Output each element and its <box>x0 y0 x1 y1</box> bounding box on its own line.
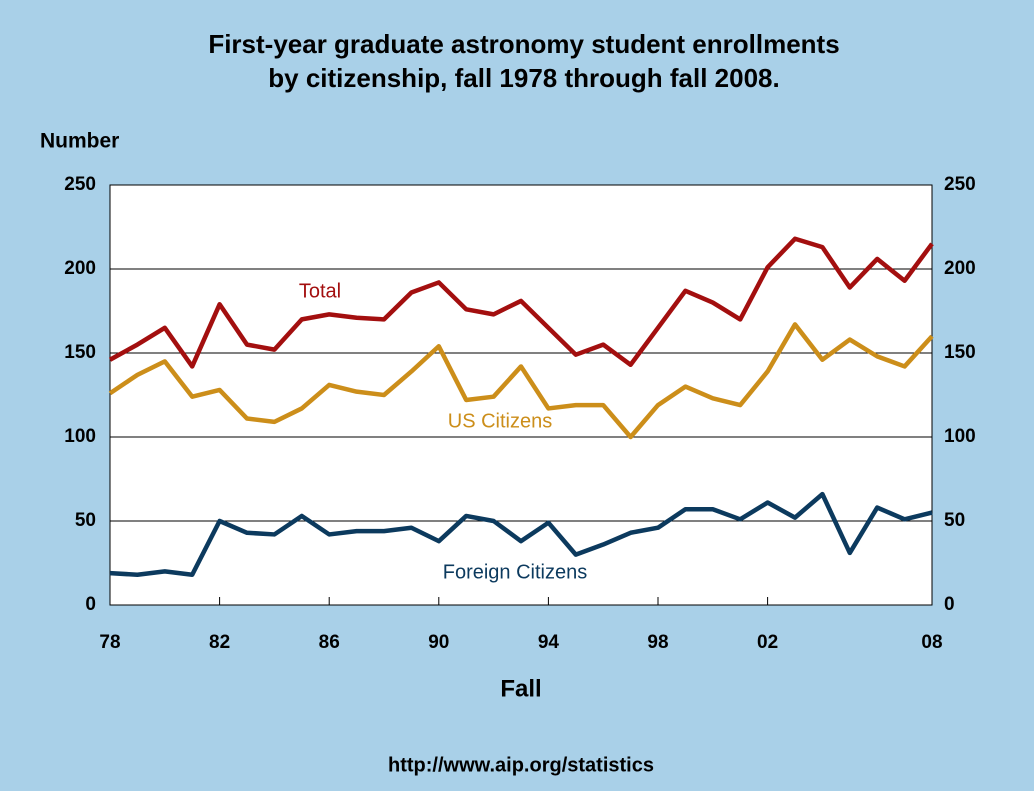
x-tick-label: 86 <box>319 632 340 653</box>
y-axis-label: Number <box>40 130 119 153</box>
y-tick-label: 50 <box>944 510 965 531</box>
plot-border <box>109 184 933 606</box>
x-tick-label: 94 <box>538 632 560 653</box>
y-tick-label: 150 <box>64 342 96 363</box>
y-tick-label: 250 <box>64 174 96 195</box>
series-line <box>108 322 934 440</box>
series-line <box>108 236 934 369</box>
x-tick-label: 98 <box>647 632 668 653</box>
x-axis-label: Fall <box>500 675 541 702</box>
y-tick-label: 200 <box>64 258 96 279</box>
x-tick-label: 82 <box>209 632 230 653</box>
y-tick-label: 150 <box>944 342 976 363</box>
y-tick-label: 50 <box>75 510 96 531</box>
x-tick-label: 08 <box>921 632 942 653</box>
y-tick-label: 100 <box>64 426 96 447</box>
source: http://www.aip.org/statistics <box>388 754 654 776</box>
series-label: US Citizens <box>448 410 552 432</box>
chart-title: by citizenship, fall 1978 through fall 2… <box>268 63 779 93</box>
series-line <box>109 491 933 578</box>
y-tick-label: 100 <box>944 426 976 447</box>
y-tick-label: 0 <box>944 594 955 615</box>
x-tick-label: 78 <box>99 632 120 653</box>
series-label: Total <box>299 280 341 302</box>
series-label: Foreign Citizens <box>443 561 588 583</box>
chart-title: First-year graduate astronomy student en… <box>208 29 839 59</box>
y-tick-label: 200 <box>944 258 976 279</box>
y-tick-label: 250 <box>944 174 976 195</box>
y-tick-label: 0 <box>85 594 96 615</box>
x-tick-label: 90 <box>428 632 449 653</box>
x-tick-label: 02 <box>757 632 778 653</box>
